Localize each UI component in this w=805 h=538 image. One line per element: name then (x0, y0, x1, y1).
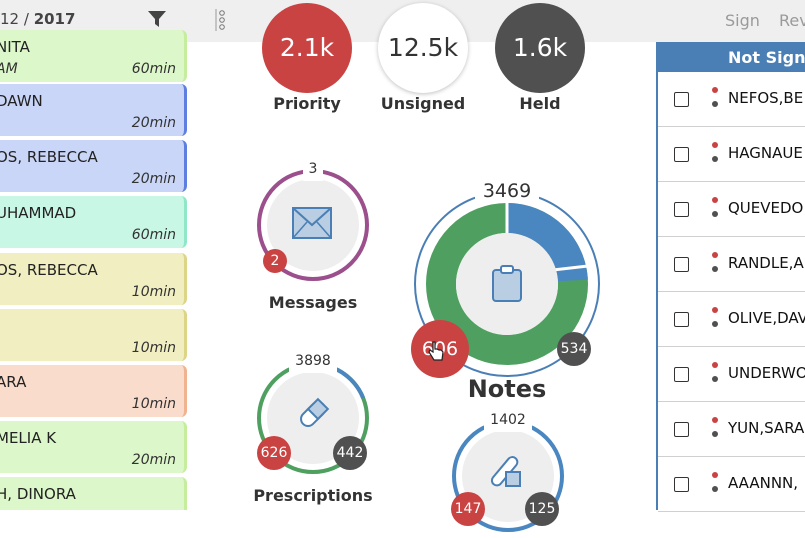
row-checkbox[interactable] (674, 257, 689, 272)
row-checkbox[interactable] (674, 92, 689, 107)
patient-name: HAGNAUE (728, 144, 803, 162)
priority-circle[interactable]: 2.1k (262, 3, 352, 93)
list-item[interactable]: YUN,SARA (658, 402, 805, 457)
labs-held-badge[interactable]: 125 (525, 492, 559, 526)
unsigned-count: 12.5k (387, 33, 459, 62)
appointment-card[interactable]: 10min (0, 309, 187, 361)
appointment-duration: 10min (131, 396, 176, 412)
appointment-card[interactable]: H, DINORA (0, 477, 187, 510)
date-prefix: 12 / (0, 10, 34, 28)
list-item[interactable]: UNDERWO (658, 347, 805, 402)
prescriptions-label: Prescriptions (253, 486, 373, 505)
not-signed-header[interactable]: Not Signed (658, 42, 805, 72)
list-item[interactable]: RANDLE,A (658, 237, 805, 292)
held-count: 1.6k (512, 33, 568, 62)
priority-count: 2.1k (279, 33, 335, 62)
test-tube-icon (484, 452, 524, 496)
messages-label: Messages (268, 293, 358, 312)
options-icon[interactable] (213, 8, 227, 36)
status-dots (712, 252, 718, 280)
labs-total: 1402 (484, 412, 532, 432)
appointment-duration: 20min (131, 452, 176, 468)
held-label: Held (519, 94, 561, 113)
appointment-duration: 60min (131, 61, 176, 77)
patient-name: OS, REBECCA (0, 148, 98, 166)
schedule-list: NITA AM 60min DAWN 20min OS, REBECCA 20m… (0, 0, 191, 510)
unsigned-circle[interactable]: 12.5k (378, 3, 468, 93)
status-dots (712, 417, 718, 445)
inbox-dashboard: 2.1k Priority 12.5k Unsigned 1.6k Held 3… (191, 0, 656, 532)
appointment-duration: 20min (131, 171, 176, 187)
patient-name: QUEVEDO (728, 199, 804, 217)
list-item[interactable]: AAANNN, (658, 457, 805, 512)
status-dots (712, 362, 718, 390)
appointment-duration: 10min (131, 340, 176, 356)
messages-total: 3 (303, 161, 323, 181)
appointment-time: AM (0, 61, 18, 77)
list-item[interactable]: OLIVE,DAV (658, 292, 805, 347)
appointment-card[interactable]: ARA 10min (0, 365, 187, 417)
row-checkbox[interactable] (674, 477, 689, 492)
notes-label: Notes (467, 375, 547, 403)
row-checkbox[interactable] (674, 422, 689, 437)
patient-name: AAANNN, (728, 474, 799, 492)
prescriptions-total: 3898 (289, 353, 337, 373)
messages-priority-badge[interactable]: 2 (263, 249, 287, 273)
notes-donut[interactable] (413, 190, 601, 378)
row-checkbox[interactable] (674, 367, 689, 382)
appointment-duration: 10min (131, 284, 176, 300)
review-button[interactable]: Rev (779, 11, 805, 30)
list-item[interactable]: QUEVEDO (658, 182, 805, 237)
date-display[interactable]: 12 / 2017 (0, 10, 75, 28)
appointment-card[interactable]: UHAMMAD 60min (0, 196, 187, 248)
patient-name: ARA (0, 373, 27, 391)
status-dots (712, 472, 718, 500)
patient-name: YUN,SARA (728, 419, 805, 437)
patient-name: DAWN (0, 92, 43, 110)
status-dots (712, 142, 718, 170)
patient-name: UNDERWO (728, 364, 805, 382)
appointment-card[interactable]: MELIA K 20min (0, 421, 187, 473)
appointment-duration: 60min (131, 227, 176, 243)
patient-name: RANDLE,A (728, 254, 804, 272)
held-circle[interactable]: 1.6k (495, 3, 585, 93)
hand-cursor-icon (427, 340, 445, 366)
list-item[interactable]: HAGNAUE (658, 127, 805, 182)
patient-name: H, DINORA (0, 485, 76, 503)
notes-total: 3469 (475, 180, 539, 202)
status-dots (712, 87, 718, 115)
patient-name: NEFOS,BE (728, 89, 804, 107)
sign-button[interactable]: Sign (725, 11, 760, 30)
pill-icon (295, 396, 331, 436)
filter-icon[interactable] (147, 10, 167, 32)
appointment-card[interactable]: DAWN 20min (0, 84, 187, 136)
patient-name: UHAMMAD (0, 204, 77, 222)
patient-name: OS, REBECCA (0, 261, 98, 279)
row-checkbox[interactable] (674, 202, 689, 217)
list-item[interactable]: NEFOS,BE (658, 72, 805, 127)
patient-name: OLIVE,DAV (728, 309, 805, 327)
appointment-card[interactable]: OS, REBECCA 10min (0, 253, 187, 305)
not-signed-panel: Not Signed NEFOS,BE HAGNAUE QUEVEDO RAND… (656, 42, 805, 512)
notes-held-badge[interactable]: 534 (557, 332, 591, 366)
appointment-card[interactable]: NITA AM 60min (0, 30, 187, 82)
date-year: 2017 (33, 10, 76, 28)
labs-priority-badge[interactable]: 147 (451, 492, 485, 526)
status-dots (712, 197, 718, 225)
row-checkbox[interactable] (674, 312, 689, 327)
clipboard-icon (491, 265, 523, 307)
messages-ring[interactable] (255, 167, 371, 283)
prescriptions-priority-badge[interactable]: 626 (257, 436, 291, 470)
patient-name: MELIA K (0, 429, 57, 447)
appointment-duration: 20min (131, 115, 176, 131)
appointment-card[interactable]: OS, REBECCA 20min (0, 140, 187, 192)
envelope-icon (292, 207, 332, 243)
patient-name: NITA (0, 38, 30, 56)
priority-label: Priority (273, 94, 341, 113)
unsigned-label: Unsigned (380, 94, 466, 113)
prescriptions-held-badge[interactable]: 442 (333, 436, 367, 470)
status-dots (712, 307, 718, 335)
row-checkbox[interactable] (674, 147, 689, 162)
